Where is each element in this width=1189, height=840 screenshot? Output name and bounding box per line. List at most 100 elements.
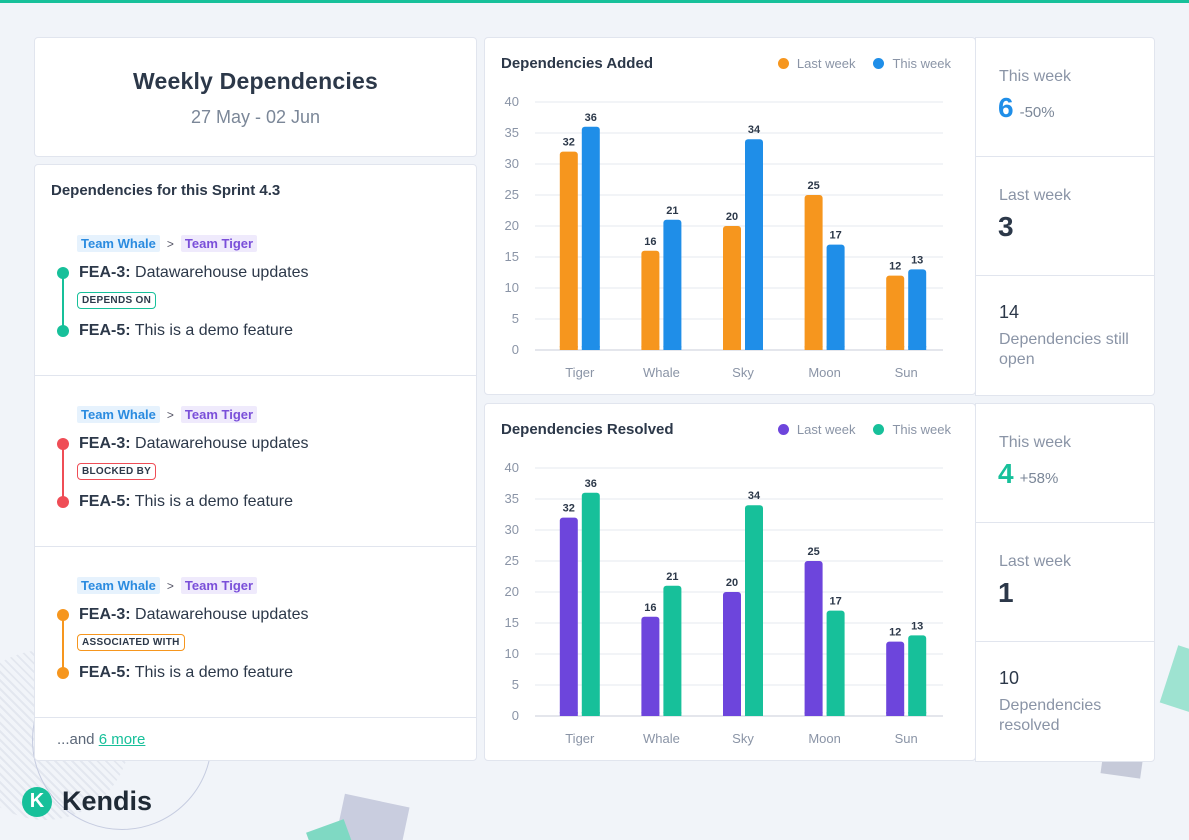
- source-feature[interactable]: FEA-3: Datawarehouse updates: [79, 264, 308, 282]
- source-feature-name: Datawarehouse updates: [135, 606, 309, 623]
- target-feature-name: This is a demo feature: [134, 322, 294, 339]
- stat-value-number: 4: [998, 458, 1014, 489]
- bar: [908, 635, 927, 716]
- bar-value-label: 20: [726, 577, 738, 589]
- y-tick-label: 40: [505, 94, 519, 109]
- stat-label: This week: [999, 434, 1072, 451]
- bar-value-label: 21: [666, 205, 678, 217]
- team-separator: >: [166, 236, 174, 251]
- stat-number: 14: [999, 302, 1020, 322]
- target-feature[interactable]: FEA-5: This is a demo feature: [79, 493, 293, 511]
- stat-value: 6 -50%: [998, 92, 1055, 124]
- source-dot: [57, 267, 69, 279]
- team-from-tag[interactable]: Team Whale: [77, 577, 160, 594]
- added-this-week-stat: This week 6 -50%: [975, 37, 1155, 157]
- target-feature[interactable]: FEA-5: This is a demo feature: [79, 322, 293, 340]
- bar-value-label: 21: [666, 571, 678, 583]
- team-path: Team Whale > Team Tiger: [77, 406, 258, 423]
- legend-this-week[interactable]: This week: [873, 422, 951, 437]
- target-feature-id: FEA-5:: [79, 664, 131, 681]
- bar-value-label: 36: [585, 478, 597, 490]
- team-to-tag[interactable]: Team Tiger: [180, 235, 258, 252]
- target-feature-name: This is a demo feature: [134, 664, 294, 681]
- bar: [886, 275, 905, 350]
- bar-value-label: 13: [911, 254, 923, 266]
- added-last-week-stat: Last week 3: [975, 156, 1155, 276]
- bar-base: [641, 712, 660, 716]
- stat-number: 10: [999, 668, 1020, 688]
- y-tick-label: 5: [512, 677, 519, 692]
- x-tick-label: Tiger: [565, 731, 595, 746]
- legend-label: This week: [892, 422, 951, 437]
- bar-base: [886, 346, 905, 350]
- stat-label: Last week: [999, 553, 1072, 570]
- bar-value-label: 12: [889, 261, 901, 273]
- x-tick-label: Sun: [895, 365, 918, 380]
- bar-base: [908, 712, 927, 716]
- source-dot: [57, 609, 69, 621]
- team-to-tag[interactable]: Team Tiger: [180, 577, 258, 594]
- target-feature[interactable]: FEA-5: This is a demo feature: [79, 664, 293, 682]
- legend-swatch: [873, 58, 885, 69]
- source-feature[interactable]: FEA-3: Datawarehouse updates: [79, 435, 308, 453]
- bar-base: [559, 346, 578, 350]
- y-tick-label: 30: [505, 156, 519, 171]
- x-tick-label: Whale: [643, 365, 680, 380]
- bar-base: [581, 346, 600, 350]
- y-tick-label: 10: [505, 646, 519, 661]
- source-feature-id: FEA-3:: [79, 264, 131, 281]
- team-from-tag[interactable]: Team Whale: [77, 406, 160, 423]
- sprint-dependencies-card: Dependencies for this Sprint 4.3 Team Wh…: [34, 164, 477, 761]
- source-feature-id: FEA-3:: [79, 435, 131, 452]
- bar-base: [745, 346, 763, 350]
- legend-last-week[interactable]: Last week: [777, 422, 856, 437]
- y-tick-label: 0: [512, 708, 519, 723]
- target-feature-id: FEA-5:: [79, 322, 131, 339]
- bar-value-label: 16: [644, 236, 656, 248]
- resolved-last-week-stat: Last week 1: [975, 522, 1155, 642]
- y-tick-label: 35: [505, 491, 519, 506]
- bar-value-label: 34: [748, 490, 761, 502]
- x-tick-label: Sun: [895, 731, 918, 746]
- legend-last-week[interactable]: Last week: [777, 56, 855, 71]
- dependencies-resolved-chart: 0 5 10 15 20 25 30 35 40 32 36 Tiger 16 21 Whale 20 34 Sk…: [505, 460, 943, 746]
- team-from-tag[interactable]: Team Whale: [77, 235, 160, 252]
- dependency-item[interactable]: Team Whale > Team Tiger FEA-3: Datawareh…: [35, 547, 476, 718]
- dependencies-added-card: 0 5 10 15 20 25 30 35 40 32 36 Tiger 16 21 Whale 20 34 Sk…: [484, 37, 976, 395]
- bar: [826, 610, 845, 716]
- stat-value-number: 6: [998, 92, 1014, 123]
- bar-base: [559, 712, 578, 716]
- logo-mark: K: [22, 786, 52, 817]
- stat-description: Dependencies resolved: [999, 697, 1102, 734]
- dependency-item[interactable]: Team Whale > Team Tiger FEA-3: Datawareh…: [35, 205, 476, 376]
- legend-this-week[interactable]: This week: [873, 56, 951, 71]
- x-tick-label: Whale: [643, 731, 680, 746]
- y-tick-label: 20: [505, 584, 519, 599]
- bar-base: [886, 712, 905, 716]
- bar-base: [826, 346, 845, 350]
- x-tick-label: Tiger: [565, 365, 595, 380]
- chart-title: Dependencies Resolved: [501, 421, 674, 438]
- bar-base: [908, 346, 927, 350]
- more-prefix: ...and: [57, 731, 99, 748]
- team-to-tag[interactable]: Team Tiger: [180, 406, 258, 423]
- dependency-item[interactable]: Team Whale > Team Tiger FEA-3: Datawareh…: [35, 376, 476, 547]
- bar-base: [723, 346, 741, 350]
- kendis-logo: K Kendis: [22, 786, 152, 817]
- bar-base: [804, 346, 823, 350]
- more-dependencies: ...and 6 more: [57, 731, 145, 748]
- legend-swatch: [777, 58, 789, 69]
- bar-value-label: 16: [644, 602, 656, 614]
- more-link[interactable]: 6 more: [98, 731, 146, 748]
- bar-base: [641, 346, 660, 350]
- bar: [826, 244, 845, 350]
- team-separator: >: [166, 407, 174, 422]
- source-feature[interactable]: FEA-3: Datawarehouse updates: [79, 606, 308, 624]
- y-tick-label: 35: [505, 125, 519, 140]
- bar-value-label: 36: [585, 112, 597, 124]
- target-dot: [57, 496, 69, 508]
- bar: [745, 505, 763, 716]
- bar: [641, 616, 660, 716]
- source-feature-id: FEA-3:: [79, 606, 131, 623]
- legend-label: Last week: [796, 422, 856, 437]
